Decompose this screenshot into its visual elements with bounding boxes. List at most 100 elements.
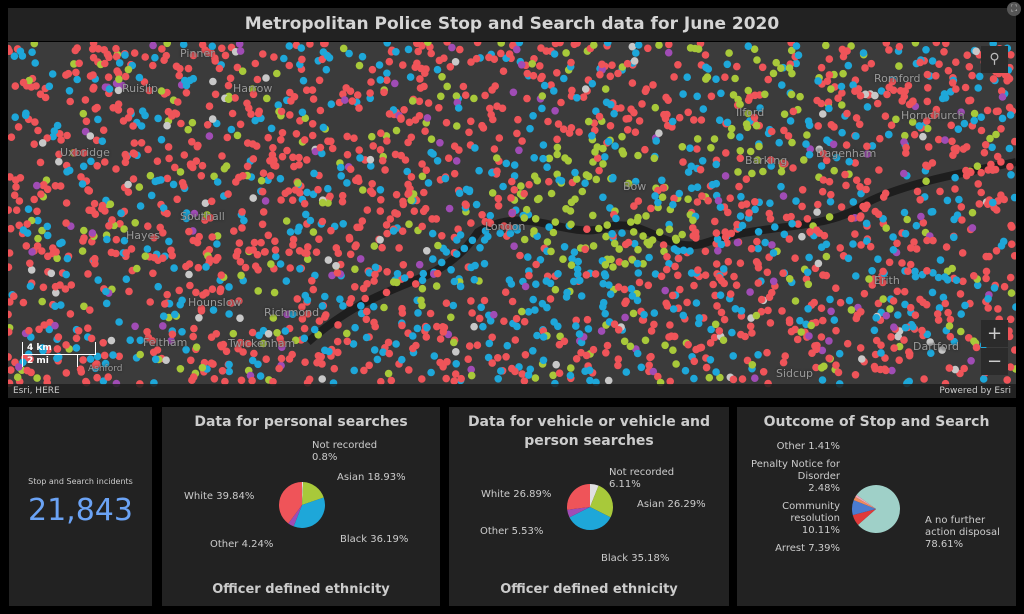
incident-point[interactable] [803,268,812,277]
incident-point[interactable] [956,290,965,298]
incident-point[interactable] [31,118,39,126]
incident-point[interactable] [432,282,441,290]
incident-point[interactable] [623,126,632,134]
incident-point[interactable] [266,172,275,180]
incident-point[interactable] [601,272,610,280]
incident-point[interactable] [286,228,295,236]
incident-point[interactable] [695,314,704,322]
incident-point[interactable] [992,130,1000,139]
incident-point[interactable] [136,336,145,345]
incident-point[interactable] [315,235,323,243]
incident-point[interactable] [1006,273,1015,282]
incident-point[interactable] [852,272,860,280]
incident-point[interactable] [586,376,594,385]
incident-point[interactable] [855,120,864,129]
incident-point[interactable] [603,341,612,350]
incident-point[interactable] [936,256,945,264]
incident-point[interactable] [224,81,233,90]
incident-point[interactable] [72,344,81,352]
incident-point[interactable] [811,342,819,350]
incident-point[interactable] [544,117,552,126]
incident-point[interactable] [217,271,226,279]
incident-point[interactable] [288,196,297,204]
incident-point[interactable] [753,56,761,64]
incident-point[interactable] [280,54,288,63]
incident-point[interactable] [822,42,830,50]
incident-point[interactable] [254,360,262,369]
incident-point[interactable] [851,230,859,238]
incident-point[interactable] [99,339,107,347]
incident-point[interactable] [424,99,433,107]
incident-point[interactable] [902,143,910,152]
incident-point[interactable] [595,112,604,121]
incident-point[interactable] [798,202,806,211]
incident-point[interactable] [746,147,755,156]
incident-point[interactable] [818,376,827,384]
incident-point[interactable] [254,287,262,295]
incident-point[interactable] [830,123,838,131]
incident-point[interactable] [908,118,917,126]
incident-point[interactable] [614,355,623,364]
incident-point[interactable] [669,305,678,313]
incident-point[interactable] [786,117,795,125]
incident-point[interactable] [748,169,756,178]
incident-point[interactable] [337,163,345,172]
incident-point[interactable] [553,135,561,144]
incident-point[interactable] [34,234,42,243]
incident-point[interactable] [85,206,93,214]
incident-point[interactable] [635,117,644,125]
incident-point[interactable] [994,305,1002,313]
incident-point[interactable] [614,69,622,78]
incident-point[interactable] [885,46,893,54]
incident-point[interactable] [701,271,710,279]
incident-point[interactable] [237,271,245,280]
incident-point[interactable] [101,207,109,215]
incident-point[interactable] [460,244,469,253]
incident-point[interactable] [747,244,756,253]
incident-point[interactable] [736,133,744,141]
incident-point[interactable] [367,78,375,86]
incident-point[interactable] [413,324,422,333]
incident-point[interactable] [617,104,625,112]
incident-point[interactable] [8,206,13,214]
incident-point[interactable] [93,373,101,382]
incident-point[interactable] [165,154,173,163]
incident-point[interactable] [754,244,762,253]
incident-point[interactable] [100,46,108,54]
incident-point[interactable] [408,97,417,105]
incident-point[interactable] [791,254,799,262]
incident-point[interactable] [634,151,642,160]
incident-point[interactable] [597,327,606,335]
incident-point[interactable] [333,269,342,277]
incident-point[interactable] [292,130,301,138]
incident-point[interactable] [153,157,162,165]
incident-point[interactable] [598,60,606,69]
incident-point[interactable] [58,238,66,247]
incident-point[interactable] [934,135,943,144]
incident-point[interactable] [684,108,692,117]
incident-point[interactable] [550,50,559,58]
incident-point[interactable] [385,57,394,66]
incident-point[interactable] [570,248,579,256]
incident-point[interactable] [726,290,735,298]
incident-point[interactable] [744,109,752,118]
incident-point[interactable] [421,127,429,135]
incident-point[interactable] [62,219,70,227]
incident-point[interactable] [719,265,728,273]
incident-point[interactable] [104,373,112,381]
incident-point[interactable] [721,172,730,180]
incident-point[interactable] [615,258,624,266]
incident-point[interactable] [830,166,838,175]
incident-point[interactable] [948,79,957,87]
incident-point[interactable] [817,243,826,251]
incident-point[interactable] [722,149,730,157]
incident-point[interactable] [8,366,15,374]
incident-point[interactable] [516,251,524,260]
incident-point[interactable] [672,236,681,244]
incident-point[interactable] [726,194,734,202]
incident-point[interactable] [975,200,984,208]
incident-point[interactable] [554,120,563,128]
incident-point[interactable] [524,371,533,379]
incident-point[interactable] [706,339,715,347]
incident-point[interactable] [1005,144,1014,153]
